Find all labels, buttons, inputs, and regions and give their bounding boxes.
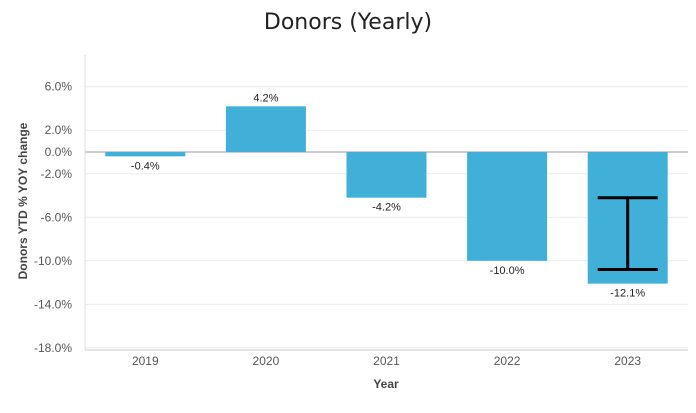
bar-2021 [346, 152, 427, 198]
y-tick-label: -18.0% [34, 341, 72, 355]
x-axis: 2019 2020 2021 2022 2023 [85, 349, 688, 368]
bars [105, 106, 668, 284]
bar-2020 [225, 106, 306, 152]
data-label-2020: 4.2% [253, 92, 278, 104]
x-tick-label: 2021 [373, 354, 400, 368]
y-tick-label: -6.0% [41, 210, 73, 224]
y-tick-label: -10.0% [34, 254, 72, 268]
y-tick-label: -2.0% [41, 167, 73, 181]
data-label-2021: -4.2% [372, 202, 401, 214]
chart-title: Donors (Yearly) [263, 10, 433, 35]
x-tick-label: 2019 [132, 354, 159, 368]
y-tick-label: 6.0% [45, 80, 73, 94]
x-tick-label: 2023 [614, 354, 641, 368]
x-tick-label: 2022 [494, 354, 521, 368]
y-axis: 6.0% 2.0% 0.0% -2.0% -6.0% -10.0% -14.0% -18.0% [34, 55, 86, 355]
data-label-2022: -10.0% [490, 265, 525, 277]
x-axis-title: Year [373, 377, 399, 391]
data-label-2023: -12.1% [610, 288, 645, 300]
y-tick-label: -14.0% [34, 297, 72, 311]
y-tick-label: 2.0% [45, 123, 73, 137]
bar-2019 [105, 152, 186, 157]
x-tick-label: 2020 [253, 354, 280, 368]
annotation [597, 196, 658, 272]
y-tick-label: 0.0% [45, 145, 73, 159]
y-axis-title: Donors YTD % YOY change [16, 122, 30, 279]
data-labels: -0.4% 4.2% -4.2% -10.0% -12.1% [131, 92, 645, 299]
bar-2022 [467, 152, 548, 261]
data-label-2019: -0.4% [131, 160, 160, 172]
